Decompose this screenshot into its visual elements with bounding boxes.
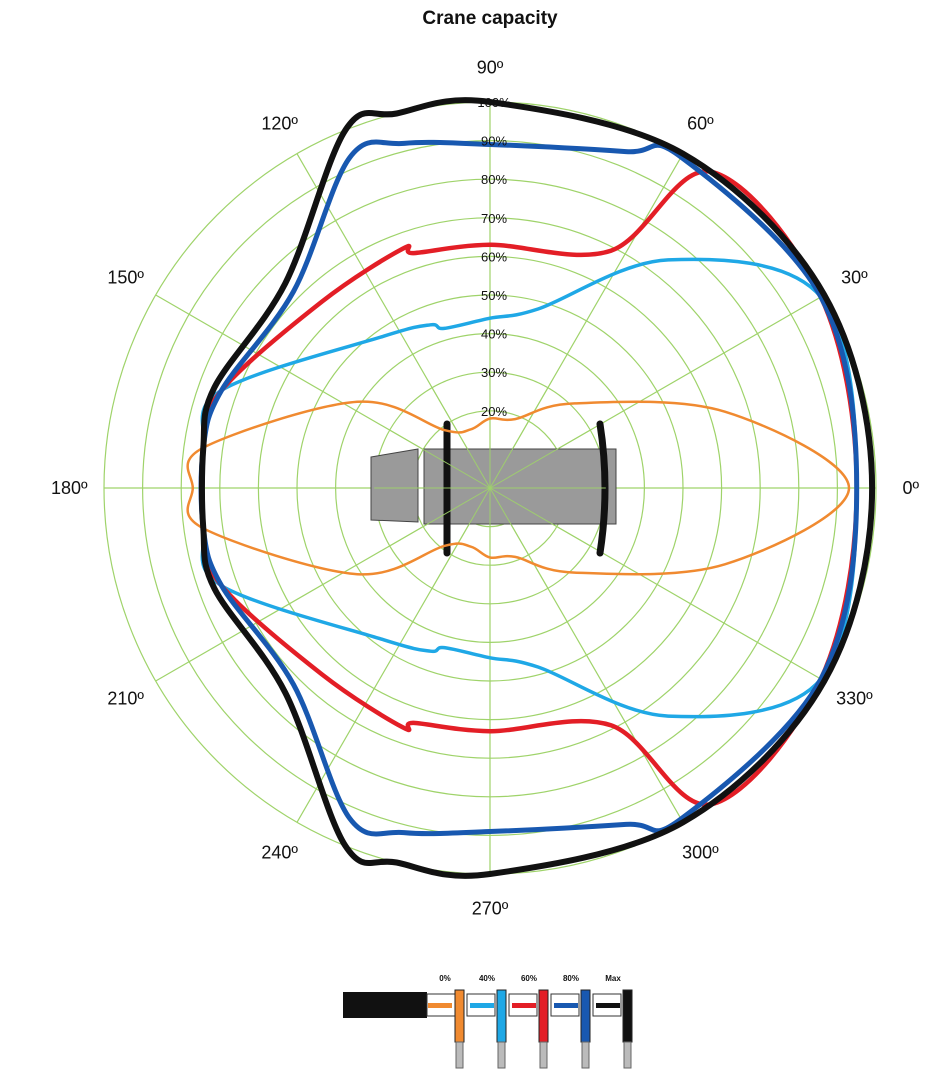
- legend-post-4: [622, 989, 633, 1043]
- legend-label-0: 0%: [439, 974, 451, 983]
- angle-label-0: 0º: [902, 478, 919, 498]
- angle-label-60: 60º: [687, 114, 714, 134]
- series-curve-0: [186, 400, 851, 576]
- legend-post-1: [496, 989, 507, 1043]
- ring-label-90: 90%: [481, 134, 507, 149]
- crane-cab: [370, 448, 419, 523]
- angle-label-90: 90º: [477, 57, 504, 77]
- legend-line-0: [428, 1003, 452, 1008]
- crane-body: [423, 448, 617, 525]
- legend-label-3: 80%: [563, 974, 579, 983]
- legend-line-1: [470, 1003, 494, 1008]
- angle-label-210: 210º: [107, 688, 144, 708]
- ring-labels: 20% 30% 40% 50% 60% 70% 80% 90% 100%: [477, 95, 511, 419]
- crane-overlay-spoke-300: [489, 487, 549, 589]
- angle-label-270: 270º: [472, 899, 509, 919]
- ring-label-30: 30%: [481, 365, 507, 380]
- legend-leg-0: [455, 1041, 464, 1069]
- ring-label-70: 70%: [481, 211, 507, 226]
- crane-overlay-spoke-120: [431, 387, 491, 489]
- ring-label-100: 100%: [477, 95, 511, 110]
- chart-title: Crane capacity: [422, 8, 558, 29]
- crane-overlay-spoke-60: [489, 387, 549, 489]
- angle-label-300: 300º: [682, 842, 719, 862]
- angle-label-180: 180º: [51, 478, 88, 498]
- legend-label-4: Max: [605, 974, 621, 983]
- crane-overlay-spoke-30: [489, 429, 591, 489]
- ring-label-50: 50%: [481, 288, 507, 303]
- angle-label-120: 120º: [261, 114, 298, 134]
- angle-label-30: 30º: [841, 268, 868, 288]
- legend-post-3: [580, 989, 591, 1043]
- legend: 0% 40% 60% 80% Max: [343, 974, 633, 1069]
- crane-overlay-spoke-330: [489, 487, 591, 547]
- legend-box-1: [466, 993, 496, 1017]
- legend-leg-1: [497, 1041, 506, 1069]
- angle-label-150: 150º: [107, 268, 144, 288]
- legend-post-2: [538, 989, 549, 1043]
- angle-label-240: 240º: [261, 842, 298, 862]
- angle-label-330: 330º: [836, 688, 873, 708]
- ring-label-60: 60%: [481, 249, 507, 264]
- legend-box-2: [508, 993, 538, 1017]
- legend-crane-block: [343, 992, 427, 1018]
- capacity-curves: [186, 97, 876, 879]
- series-curve-4: [198, 97, 876, 879]
- legend-line-2: [512, 1003, 536, 1008]
- legend-label-2: 60%: [521, 974, 537, 983]
- legend-box-4: [592, 993, 622, 1017]
- crane-overlay-spoke-210: [389, 487, 491, 547]
- crane-overlay-spoke-240: [431, 487, 491, 589]
- legend-line-4: [596, 1003, 620, 1008]
- angle-labels: 0º 30º 60º 90º 120º 150º 180º 210º 240º 270º 300º 3…: [51, 57, 919, 918]
- crane-silhouette: [370, 372, 617, 604]
- legend-line-3: [554, 1003, 578, 1008]
- legend-box-3: [550, 993, 580, 1017]
- legend-label-1: 40%: [479, 974, 495, 983]
- ring-label-80: 80%: [481, 172, 507, 187]
- ring-label-20: 20%: [481, 404, 507, 419]
- legend-post-0: [454, 989, 465, 1043]
- legend-leg-2: [539, 1041, 548, 1069]
- crane-overlay-spoke-150: [389, 429, 491, 489]
- legend-leg-3: [581, 1041, 590, 1069]
- legend-leg-4: [623, 1041, 632, 1069]
- ring-label-40: 40%: [481, 327, 507, 342]
